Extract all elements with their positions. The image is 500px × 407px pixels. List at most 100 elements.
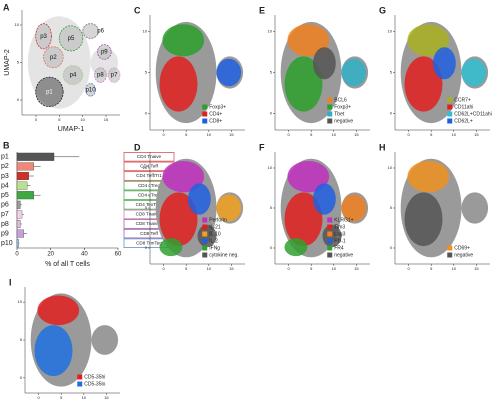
x-tick-label: 0 <box>37 395 40 400</box>
panel-letter: B <box>3 140 10 150</box>
legend-label: CD62L+ <box>454 118 473 124</box>
legend-label: Foxp3+ <box>209 104 226 110</box>
legend-swatch <box>327 231 333 237</box>
legend-label: negative <box>334 252 353 258</box>
x-tick-label: 15 <box>229 132 234 137</box>
x-tick-label: 15 <box>104 117 109 122</box>
cluster-label: p6 <box>97 29 104 35</box>
legend-label: Lag3 <box>334 231 345 237</box>
legend-label: CD8+ <box>209 118 222 124</box>
cluster-outline <box>97 44 112 60</box>
y-tick-label: 10 <box>143 165 148 170</box>
bar <box>16 152 55 161</box>
cell-cloud <box>284 192 323 247</box>
cell-cloud <box>284 56 323 112</box>
y-tick-label: 5 <box>270 205 273 210</box>
legend-label: PD-1 <box>334 238 346 244</box>
y-tick-label: 10 <box>15 22 20 27</box>
cluster-outline <box>85 83 96 97</box>
subset-label: CD8 Teff <box>140 231 158 236</box>
y-tick-label: 0 <box>145 245 148 250</box>
y-axis-label: UMAP-2 <box>4 49 11 76</box>
category-label: p8 <box>1 221 9 228</box>
legend-label: CD11ahi <box>454 104 473 110</box>
panel-letter: C <box>134 5 141 15</box>
x-tick-label: 10 <box>80 117 85 122</box>
cell-cloud <box>433 47 456 80</box>
panel-letter: G <box>379 5 386 15</box>
bar <box>16 220 21 228</box>
legend-label: IL-2 <box>209 238 218 244</box>
y-tick-label: 5 <box>390 70 393 75</box>
legend-swatch <box>327 104 333 110</box>
subset-box <box>123 152 175 162</box>
legend-label: IL-10 <box>209 231 221 237</box>
x-tick-label: 0 <box>35 117 38 122</box>
legend-swatch <box>327 252 333 258</box>
legend-label: IFNg <box>209 245 220 251</box>
subset-label: CD8 Tnaive2 <box>136 221 163 226</box>
x-tick-label: 10 <box>332 266 337 271</box>
legend-swatch <box>202 217 208 223</box>
legend-label: Foxp3+ <box>334 104 351 110</box>
y-tick-label: 5 <box>270 70 273 75</box>
y-tick-label: 5 <box>145 70 148 75</box>
x-tick-label: 15 <box>229 266 234 271</box>
cluster-label: p9 <box>101 50 108 56</box>
cell-cloud <box>162 160 205 193</box>
y-tick-label: 5 <box>20 337 23 342</box>
category-label: p2 <box>1 163 9 170</box>
x-tick-label: 5 <box>310 266 313 271</box>
subset-label: CD4 Teff/Tr1 <box>136 173 162 178</box>
x-tick-label: 0 <box>407 266 410 271</box>
y-tick-label: 0 <box>390 245 393 250</box>
y-tick-label: 0 <box>270 111 273 116</box>
cluster-outline <box>58 25 84 52</box>
x-tick-label: 10 <box>452 132 457 137</box>
cell-cloud <box>216 58 242 87</box>
y-tick-label: 10 <box>388 165 393 170</box>
subset-label: CD4 Teff <box>140 164 158 169</box>
cell-cloud <box>287 24 330 57</box>
cell-cloud <box>287 160 330 193</box>
legend-swatch <box>447 104 453 110</box>
category-label: p3 <box>1 173 9 180</box>
legend-swatch <box>447 252 453 258</box>
subset-label: CD8 TrmTeg <box>136 240 162 245</box>
x-tick-label: 15 <box>354 132 359 137</box>
y-tick-label: 10 <box>268 28 273 33</box>
legend-label: CD5-35hi <box>84 374 105 380</box>
legend-swatch <box>202 238 208 244</box>
x-tick-label: 20 <box>47 252 54 258</box>
legend-swatch <box>327 238 333 244</box>
x-tick-label: 0 <box>287 266 290 271</box>
cloud <box>91 325 119 355</box>
cell-cloud <box>407 24 450 57</box>
bar <box>16 162 34 171</box>
x-tick-label: 5 <box>60 395 63 400</box>
cell-cloud <box>159 192 198 247</box>
panel-letter: E <box>259 5 265 15</box>
category-label: p4 <box>1 182 9 189</box>
cell-cloud <box>34 325 73 377</box>
legend-swatch <box>447 118 453 124</box>
legend-swatch <box>202 245 208 251</box>
y-tick-label: 5 <box>17 60 20 65</box>
cell-cloud <box>216 194 242 222</box>
x-tick-label: 15 <box>354 266 359 271</box>
panel-letter: H <box>379 142 386 152</box>
legend-label: IL-21 <box>209 224 221 230</box>
y-tick-label: 0 <box>270 245 273 250</box>
cluster-outline <box>43 46 64 69</box>
legend-swatch <box>202 111 208 117</box>
subset-label: CD4 TexTreg <box>136 202 163 207</box>
y-tick-label: 10 <box>268 165 273 170</box>
legend-label: CD69+ <box>454 245 470 251</box>
cell-cloud <box>341 58 367 87</box>
cluster-label: p1 <box>46 89 53 95</box>
x-tick-label: 0 <box>162 132 165 137</box>
x-axis-label: UMAP-1 <box>58 126 85 133</box>
cell-cloud <box>404 192 443 247</box>
legend-swatch <box>202 252 208 258</box>
legend-label: CD5-35lo <box>84 381 105 387</box>
